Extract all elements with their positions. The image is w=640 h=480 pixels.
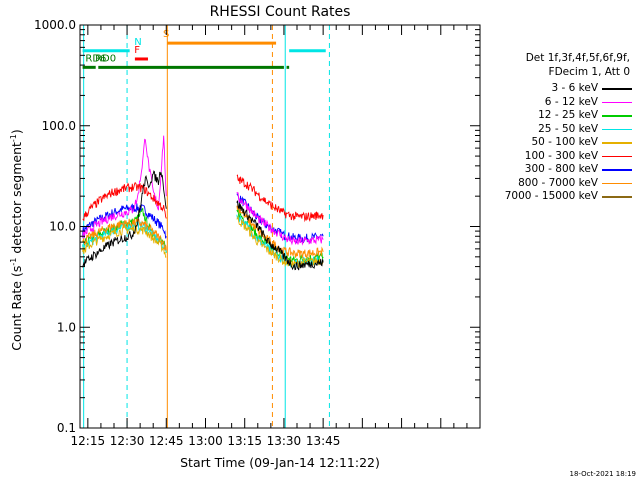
x-axis-label: Start Time (09-Jan-14 12:11:22): [180, 455, 380, 470]
state-bar-label: N: [134, 37, 141, 48]
series-line: [82, 170, 167, 268]
y-axis-label: Count Rate (s-1 detector segment-1): [9, 129, 24, 351]
legend-label: 300 - 800 keV: [524, 163, 598, 175]
legend-swatch: [602, 101, 632, 103]
chart-title: RHESSI Count Rates: [210, 4, 351, 20]
y-tick-label: 10.0: [49, 220, 76, 234]
x-tick-label: 13:15: [227, 434, 262, 448]
y-tick-label: 1000.0: [34, 18, 76, 32]
x-tick-label: 12:15: [71, 434, 106, 448]
legend-header-2: FDecim 1, Att 0: [548, 66, 630, 78]
legend-entry: 50 - 100 keV: [470, 136, 638, 150]
vertical-markers: [83, 25, 330, 428]
legend-header-1: Det 1f,3f,4f,5f,6f,9f,: [525, 52, 630, 64]
legend-entry: 25 - 50 keV: [470, 123, 638, 137]
x-tick-label: 13:00: [188, 434, 223, 448]
generation-timestamp: 18-Oct-2021 18:19: [569, 470, 636, 478]
series-line: [236, 200, 324, 271]
series-line: [236, 174, 324, 223]
series-line: [82, 217, 167, 251]
state-bar-label: RD0: [95, 53, 116, 64]
legend-swatch: [602, 196, 632, 198]
y-label-part: Count Rate (s: [9, 266, 24, 351]
legend-swatch: [602, 88, 632, 90]
legend-swatch: [602, 182, 632, 184]
series-line: [82, 224, 167, 258]
y-tick-label: 100.0: [42, 119, 76, 133]
legend-label: 25 - 50 keV: [538, 122, 598, 135]
legend-label: 3 - 6 keV: [551, 82, 598, 94]
legend-label: 50 - 100 keV: [531, 136, 598, 148]
x-tick-label: 13:45: [306, 434, 341, 448]
x-tick-label: 12:30: [110, 434, 145, 448]
legend-swatch: [602, 128, 632, 130]
y-label-sup: -1: [9, 134, 18, 142]
legend-label: 100 - 300 keV: [524, 149, 598, 162]
legend-label: 800 - 7000 keV: [518, 176, 598, 189]
legend-entry: 100 - 300 keV: [470, 150, 638, 164]
legend-swatch: [602, 115, 632, 117]
legend-swatch: [602, 169, 632, 171]
legend-entry: 6 - 12 keV: [470, 96, 638, 110]
series-line: [82, 182, 167, 222]
series-line: [236, 208, 324, 264]
legend-swatch: [602, 142, 632, 144]
y-tick-label: 1.0: [57, 320, 76, 334]
legend-swatch: [602, 155, 632, 157]
y-label-part: detector segment: [9, 142, 24, 258]
y-label-sup: -1: [9, 258, 18, 266]
legend-entry: 3 - 6 keV: [470, 82, 638, 96]
state-bar-label: F: [134, 45, 140, 56]
x-tick-label: 13:30: [267, 434, 302, 448]
series-layer: [82, 135, 324, 271]
state-bar-label: RD6: [85, 53, 106, 64]
legend-label: 12 - 25 keV: [538, 109, 598, 121]
legend-label: 7000 - 15000 keV: [504, 190, 598, 202]
series-line: [236, 191, 324, 246]
y-label-part: ): [9, 129, 24, 134]
y-tick-label: 0.1: [57, 421, 76, 435]
legend-label: 6 - 12 keV: [544, 95, 598, 108]
x-tick-label: 12:45: [149, 434, 184, 448]
legend-entry: 800 - 7000 keV: [470, 177, 638, 191]
axes: 0.1 1.0 10.0 100.0 1000.0 12:15 12:30 12:45 13:0…: [34, 18, 481, 448]
legend-entry: 12 - 25 keV: [470, 109, 638, 123]
legend-entry: 7000 - 15000 keV: [470, 190, 638, 204]
state-bars: NFSRD0RD6: [82, 29, 326, 69]
legend-entry: 300 - 800 keV: [470, 163, 638, 177]
